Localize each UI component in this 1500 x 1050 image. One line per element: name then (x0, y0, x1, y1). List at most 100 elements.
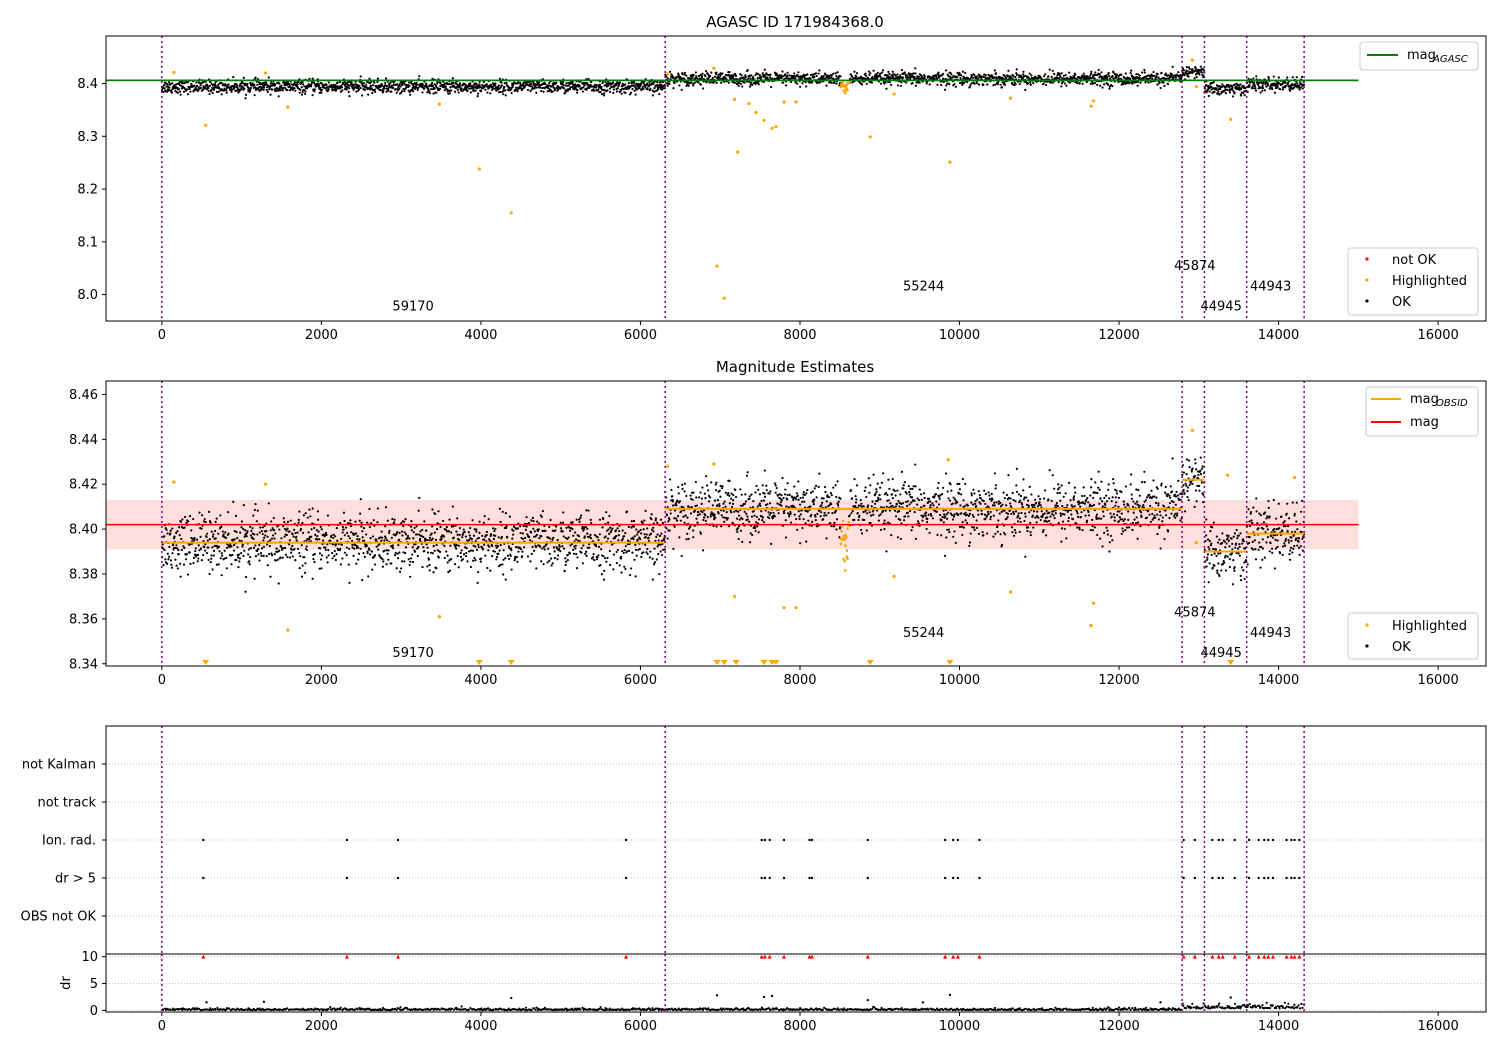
highlighted-point (732, 97, 737, 101)
ok-point (1164, 72, 1167, 75)
highlighted-point (754, 110, 758, 115)
ok-point (744, 74, 747, 77)
ok-point (556, 538, 559, 542)
ok-point (417, 86, 420, 89)
ok-point (901, 76, 905, 79)
ok-point (521, 550, 524, 553)
ok-point (809, 77, 812, 80)
ok-point (428, 563, 431, 567)
ok-point (737, 537, 740, 541)
ok-point (1017, 74, 1021, 77)
ok-point (595, 558, 599, 561)
ok-point (1128, 81, 1131, 85)
ok-point (404, 551, 407, 555)
ok-point (994, 83, 997, 86)
ok-point (171, 527, 174, 530)
ok-point (197, 557, 200, 560)
ok-point (680, 510, 683, 513)
ok-point (603, 557, 607, 560)
ok-point (166, 532, 169, 535)
ok-point (599, 548, 603, 551)
ok-point (818, 81, 821, 84)
ok-point (1295, 80, 1298, 83)
ok-point (491, 527, 495, 530)
ok-point (580, 86, 583, 90)
ok-point (161, 543, 164, 546)
ok-point (746, 69, 749, 72)
ok-point (228, 545, 231, 549)
ok-point (517, 550, 520, 553)
ok-point (593, 533, 597, 537)
observation-id-label: 55244 (903, 279, 944, 294)
ok-point (306, 537, 309, 541)
ok-point (676, 515, 680, 518)
ok-point (578, 85, 581, 88)
ok-point (216, 546, 219, 550)
ok-point (334, 544, 337, 547)
ok-point (398, 570, 402, 573)
ok-point (748, 520, 751, 523)
ok-point (455, 543, 458, 547)
ok-point (438, 550, 442, 553)
ok-point (250, 529, 253, 533)
ok-point (429, 551, 433, 554)
ok-point (320, 567, 323, 570)
ok-point (746, 471, 749, 474)
ok-point (426, 551, 430, 554)
ok-point (387, 89, 390, 92)
ok-point (1195, 68, 1198, 71)
ok-point (390, 536, 393, 539)
ok-point (431, 84, 434, 87)
ok-point (652, 81, 655, 84)
ok-point (1062, 74, 1065, 77)
ok-point (572, 534, 575, 537)
ok-point (632, 519, 636, 523)
ok-point (434, 512, 437, 516)
ok-point (370, 81, 373, 84)
ok-point (612, 88, 616, 91)
ok-point (1298, 88, 1301, 91)
ok-point (167, 81, 171, 84)
ok-point (814, 72, 818, 75)
ok-point (744, 493, 747, 496)
ok-point (697, 74, 701, 78)
ok-point (578, 520, 581, 523)
ok-point (344, 526, 348, 529)
ok-point (1242, 85, 1245, 88)
ok-point (561, 530, 564, 533)
ok-point (973, 82, 976, 85)
highlighted-point (509, 211, 513, 215)
ok-point (323, 535, 326, 538)
ok-point (270, 520, 273, 523)
ok-point (629, 567, 633, 570)
ok-point (532, 549, 536, 552)
ok-point (368, 507, 371, 511)
ok-point (607, 532, 611, 536)
ok-point (1060, 72, 1063, 75)
ok-point (948, 83, 951, 86)
ok-point (645, 551, 648, 554)
ok-point (499, 563, 502, 567)
ok-point (448, 569, 452, 572)
ok-point (404, 518, 407, 521)
ok-point (362, 82, 366, 85)
ok-point (423, 87, 426, 90)
ok-point (365, 83, 368, 86)
ok-point (621, 550, 624, 553)
ok-point (236, 86, 239, 89)
ok-point (562, 80, 565, 84)
ok-point (383, 535, 387, 538)
ok-point (233, 538, 236, 541)
ok-point (247, 87, 251, 90)
ok-point (248, 560, 251, 563)
ok-point (435, 567, 438, 570)
ok-point (188, 514, 192, 518)
ok-point (368, 548, 371, 551)
ok-point (659, 518, 663, 521)
ok-point (227, 511, 230, 514)
ok-point (746, 515, 749, 518)
ok-point (185, 88, 189, 91)
ok-point (1050, 75, 1053, 78)
ok-point (693, 81, 696, 84)
